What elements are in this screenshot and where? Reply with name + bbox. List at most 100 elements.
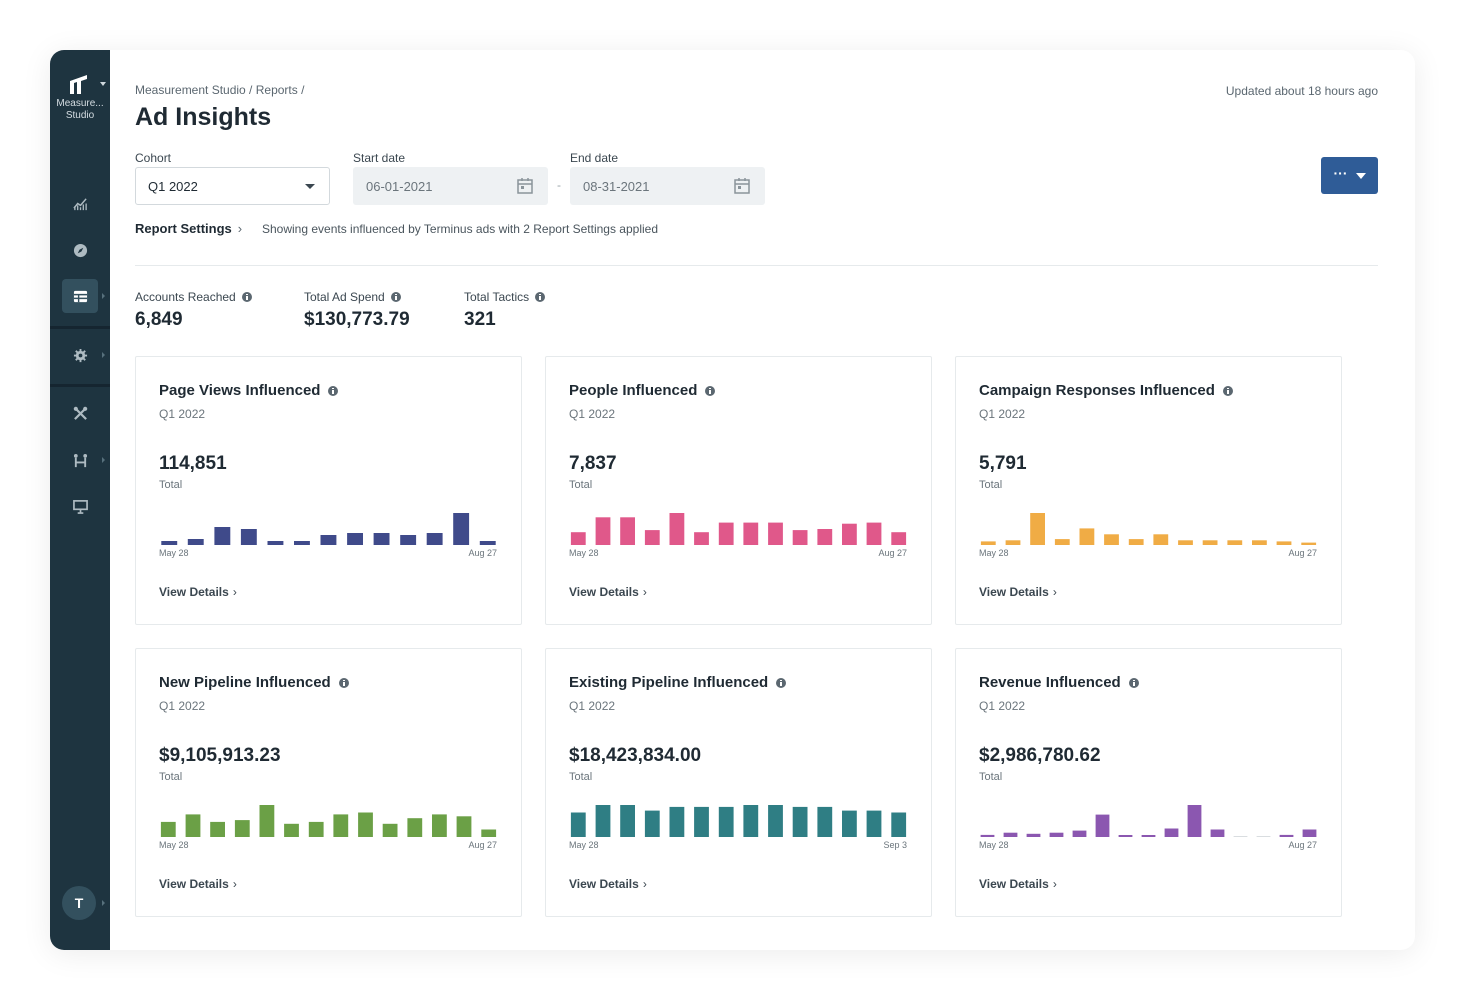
chart-bar[interactable]	[1187, 805, 1202, 837]
chart-bar[interactable]	[980, 541, 996, 545]
chart-bar[interactable]	[400, 535, 417, 545]
chart-bar[interactable]	[294, 541, 310, 545]
chart-bar[interactable]	[644, 810, 660, 837]
chart-bar[interactable]	[267, 541, 284, 545]
chart-bar[interactable]	[718, 806, 734, 837]
view-details-link[interactable]: View Details ›	[569, 585, 647, 599]
chart-bar[interactable]	[842, 810, 857, 837]
chart-bar[interactable]	[1141, 835, 1156, 837]
chart-bar[interactable]	[358, 812, 373, 838]
chart-bar[interactable]	[891, 812, 907, 838]
breadcrumb[interactable]: Measurement Studio / Reports /	[135, 83, 305, 97]
chart-bar[interactable]	[1210, 829, 1225, 838]
chart-bar[interactable]	[185, 814, 201, 837]
info-icon[interactable]	[390, 292, 401, 302]
info-icon[interactable]	[1222, 385, 1233, 396]
sidebar-item-analytics[interactable]	[62, 186, 98, 220]
info-icon[interactable]	[1128, 677, 1139, 688]
chart-bar[interactable]	[407, 818, 423, 837]
chart-bar[interactable]	[644, 530, 660, 545]
chart-bar[interactable]	[620, 805, 635, 837]
sidebar-item-settings[interactable]	[62, 338, 98, 372]
chart-bar[interactable]	[669, 806, 685, 837]
chart-bar[interactable]	[1279, 834, 1294, 837]
chart-bar[interactable]	[426, 533, 443, 545]
chart-bar[interactable]	[1256, 836, 1271, 837]
start-date-field[interactable]: 06-01-2021	[353, 167, 548, 205]
chart-bar[interactable]	[718, 522, 734, 545]
chart-bar[interactable]	[768, 522, 783, 545]
report-settings-link[interactable]: Report Settings ›	[135, 221, 242, 236]
view-details-link[interactable]: View Details ›	[979, 877, 1057, 891]
chart-bar[interactable]	[980, 834, 995, 837]
sidebar-item-presentation[interactable]	[62, 489, 98, 523]
chart-bar[interactable]	[259, 805, 275, 837]
cohort-select[interactable]: Q1 2022	[135, 167, 330, 205]
chart-bar[interactable]	[320, 535, 337, 545]
chart-bar[interactable]	[210, 821, 225, 837]
info-icon[interactable]	[705, 385, 716, 396]
info-icon[interactable]	[776, 677, 787, 688]
sidebar-item-connections[interactable]	[62, 443, 98, 477]
chart-bar[interactable]	[284, 823, 299, 837]
chart-bar[interactable]	[1178, 540, 1193, 545]
info-icon[interactable]	[338, 677, 349, 688]
chart-bar[interactable]	[1054, 539, 1070, 545]
chart-bar[interactable]	[1252, 540, 1267, 545]
chart-bar[interactable]	[1233, 836, 1248, 837]
chart-bar[interactable]	[866, 810, 882, 837]
chart-bar[interactable]	[479, 541, 496, 545]
info-icon[interactable]	[535, 292, 546, 302]
chart-bar[interactable]	[1095, 814, 1110, 837]
chart-bar[interactable]	[1079, 528, 1095, 545]
chart-bar[interactable]	[743, 522, 759, 545]
app-logo[interactable]: Measure... Studio	[50, 72, 110, 122]
chart-bar[interactable]	[792, 530, 808, 545]
avatar[interactable]: T	[62, 886, 96, 920]
end-date-field[interactable]: 08-31-2021	[570, 167, 765, 205]
chart-bar[interactable]	[347, 533, 363, 545]
chart-bar[interactable]	[743, 805, 759, 837]
chart-bar[interactable]	[817, 806, 833, 837]
chart-bar[interactable]	[1030, 513, 1045, 545]
chart-bar[interactable]	[382, 823, 398, 837]
chart-bar[interactable]	[1301, 542, 1317, 545]
chart-bar[interactable]	[1227, 540, 1243, 545]
chart-bar[interactable]	[817, 529, 833, 545]
more-actions-button[interactable]: ···	[1321, 157, 1378, 194]
chart-bar[interactable]	[570, 812, 586, 838]
sidebar-item-explore[interactable]	[62, 233, 98, 267]
chart-bar[interactable]	[694, 806, 709, 837]
info-icon[interactable]	[241, 292, 252, 302]
chart-bar[interactable]	[1164, 828, 1179, 838]
chart-bar[interactable]	[373, 533, 390, 545]
chart-bar[interactable]	[1302, 829, 1317, 838]
chart-bar[interactable]	[240, 529, 257, 545]
chart-bar[interactable]	[792, 806, 808, 837]
chart-bar[interactable]	[1003, 832, 1018, 837]
chart-bar[interactable]	[187, 539, 204, 545]
sidebar-item-tools[interactable]	[62, 396, 98, 430]
chart-bar[interactable]	[1276, 541, 1292, 545]
chart-bar[interactable]	[1202, 540, 1218, 545]
chart-bar[interactable]	[620, 517, 635, 545]
chart-bar[interactable]	[595, 805, 611, 837]
chart-bar[interactable]	[214, 527, 231, 545]
chart-bar[interactable]	[570, 532, 586, 545]
chart-bar[interactable]	[1104, 534, 1119, 545]
chart-bar[interactable]	[595, 517, 611, 545]
chart-bar[interactable]	[694, 532, 709, 545]
chart-bar[interactable]	[1153, 534, 1169, 545]
view-details-link[interactable]: View Details ›	[159, 877, 237, 891]
chart-bar[interactable]	[1049, 832, 1064, 837]
info-icon[interactable]	[328, 385, 339, 396]
chart-bar[interactable]	[1118, 835, 1133, 837]
chart-bar[interactable]	[333, 814, 349, 837]
chart-bar[interactable]	[234, 820, 250, 837]
chart-bar[interactable]	[481, 829, 497, 838]
sidebar-item-reports[interactable]	[62, 279, 98, 313]
chart-bar[interactable]	[768, 805, 783, 837]
chart-bar[interactable]	[1005, 540, 1021, 545]
chart-bar[interactable]	[160, 821, 176, 837]
view-details-link[interactable]: View Details ›	[569, 877, 647, 891]
